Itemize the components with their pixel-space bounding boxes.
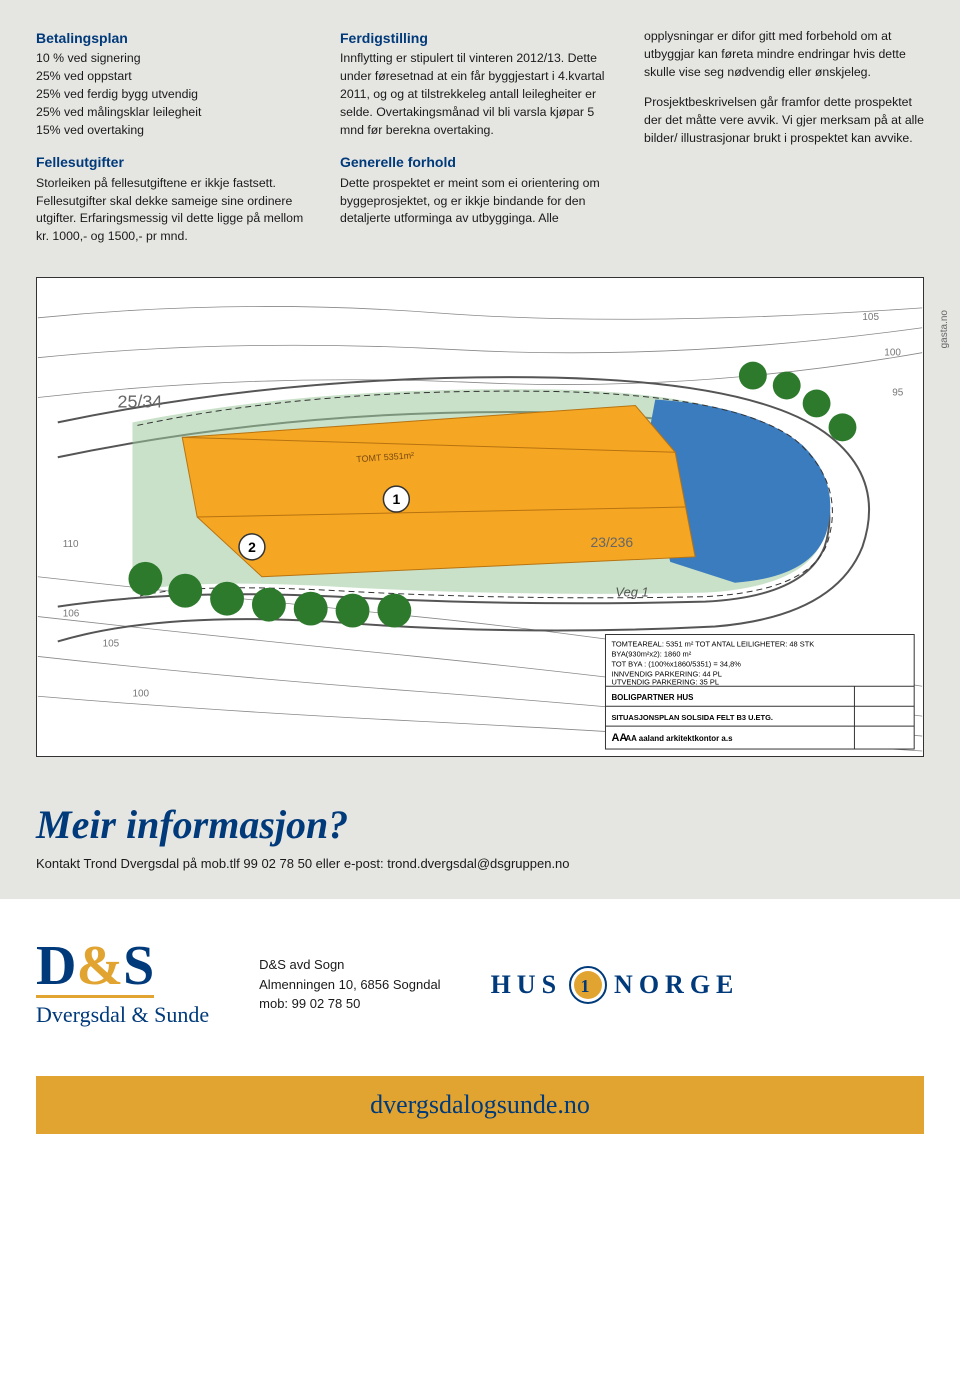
hus-norge-logo: HUS 1 NORGE	[491, 965, 740, 1005]
svg-text:25/34: 25/34	[118, 392, 163, 412]
top-text-panel: Betalingsplan 10 % ved signering 25% ved…	[0, 0, 960, 779]
footer: D&S Dvergsdal & Sunde D&S avd Sogn Almen…	[0, 899, 960, 1134]
svg-text:TOMTEAREAL: 5351 m² TOT A: TOMTEAREAL: 5351 m² TOT ANTAL LEILIGHETE…	[611, 640, 814, 649]
text-col3-p2: Prosjektbeskrivelsen går framfor dette p…	[644, 94, 924, 147]
svg-text:95: 95	[892, 388, 904, 399]
address-block: D&S avd Sogn Almenningen 10, 6856 Sognda…	[259, 955, 440, 1014]
svg-text:105: 105	[103, 639, 120, 650]
svg-text:TOT BYA : (100%x1860/5351) = 3: TOT BYA : (100%x1860/5351) = 34,8%	[611, 659, 741, 668]
svg-text:106: 106	[63, 609, 80, 620]
addr-line-1: D&S avd Sogn	[259, 955, 440, 975]
siteplan-image: 1 2 25/34 23/236 Veg 1 TOMT 5351m² 110 1…	[36, 277, 924, 757]
more-info-contact: Kontakt Trond Dvergsdal på mob.tlf 99 02…	[36, 856, 924, 871]
gasta-credit: gasta.no	[939, 310, 950, 348]
column-1: Betalingsplan 10 % ved signering 25% ved…	[36, 28, 316, 259]
svg-text:1: 1	[392, 491, 400, 507]
more-info-title: Meir informasjon?	[36, 801, 924, 848]
svg-text:100: 100	[884, 348, 901, 359]
column-2: Ferdigstilling Innflytting er stipulert …	[340, 28, 620, 259]
text-col3-p1: opplysningar er difor gitt med forbehold…	[644, 28, 924, 81]
heading-generelle: Generelle forhold	[340, 152, 620, 172]
svg-text:BOLIGPARTNER HUS: BOLIGPARTNER HUS	[611, 693, 693, 702]
text-generelle: Dette prospektet er meint som ei oriente…	[340, 175, 620, 228]
svg-text:Veg 1: Veg 1	[615, 585, 648, 600]
svg-text:BYA(930m²x2): 1860 m²: BYA(930m²x2): 1860 m²	[611, 649, 691, 658]
svg-text:AA: AA	[611, 732, 627, 744]
heading-ferdigstilling: Ferdigstilling	[340, 28, 620, 48]
svg-text:100: 100	[132, 688, 149, 699]
hus-left: HUS	[491, 970, 562, 1000]
addr-line-3: mob: 99 02 78 50	[259, 994, 440, 1014]
more-info-panel: Meir informasjon? Kontakt Trond Dvergsda…	[0, 779, 960, 899]
svg-text:1: 1	[581, 976, 596, 996]
hus-emblem-icon: 1	[568, 965, 608, 1005]
text-fellesutgifter: Storleiken på fellesutgiftene er ikkje f…	[36, 175, 316, 246]
heading-betalingsplan: Betalingsplan	[36, 28, 316, 48]
hus-right: NORGE	[614, 970, 739, 1000]
website-bar: dvergsdalogsunde.no	[36, 1076, 924, 1134]
svg-text:23/236: 23/236	[591, 534, 634, 550]
column-3: opplysningar er difor gitt med forbehold…	[644, 28, 924, 259]
addr-line-2: Almenningen 10, 6856 Sogndal	[259, 975, 440, 995]
svg-text:AA aaland arkitektkontor a.s: AA aaland arkitektkontor a.s	[625, 734, 733, 743]
heading-fellesutgifter: Fellesutgifter	[36, 152, 316, 172]
text-ferdigstilling: Innflytting er stipulert til vinteren 20…	[340, 50, 620, 139]
ds-logo: D&S Dvergsdal & Sunde	[36, 941, 209, 1028]
svg-text:UTVENDIG PARKERING: 35 PL: UTVENDIG PARKERING: 35 PL	[611, 677, 719, 686]
text-columns: Betalingsplan 10 % ved signering 25% ved…	[36, 28, 924, 259]
svg-text:SITUASJONSPLAN SOLSIDA FELT B3: SITUASJONSPLAN SOLSIDA FELT B3 U.ETG.	[611, 713, 773, 722]
svg-text:2: 2	[248, 539, 256, 555]
svg-text:110: 110	[63, 539, 79, 550]
svg-text:105: 105	[862, 312, 879, 323]
ds-logo-sub: Dvergsdal & Sunde	[36, 1002, 209, 1028]
text-betalingsplan: 10 % ved signering 25% ved oppstart 25% …	[36, 50, 316, 139]
